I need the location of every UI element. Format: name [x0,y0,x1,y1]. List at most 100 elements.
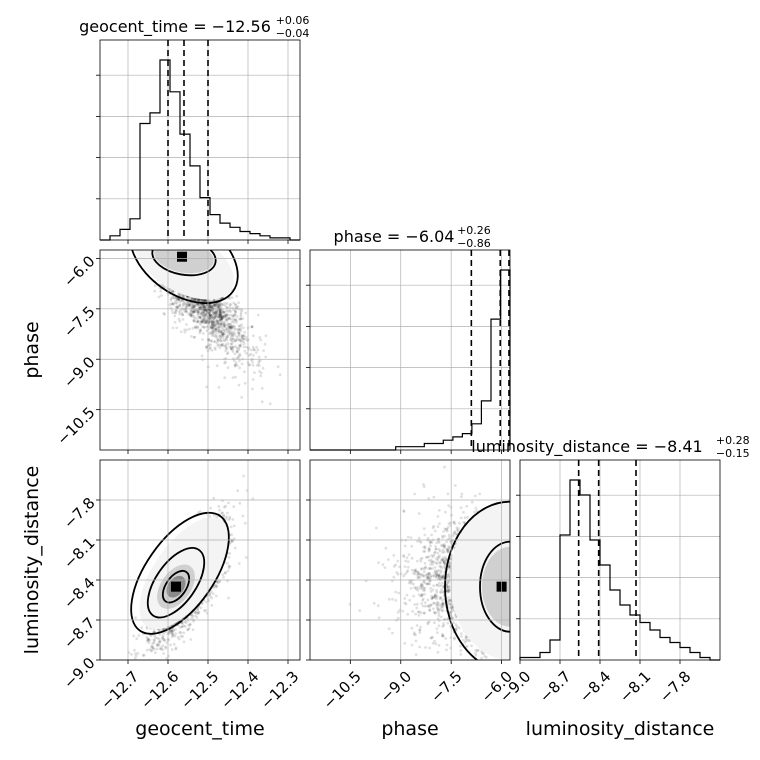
scatter-point [235,346,239,350]
scatter-point [226,569,230,573]
scatter-point [228,564,232,568]
scatter-point [194,310,198,314]
scatter-point [227,596,230,600]
scatter-point [437,644,441,647]
scatter-point [227,324,230,328]
scatter-point [202,305,206,309]
scatter-point [202,326,206,329]
scatter-point [171,290,175,294]
scatter-point [225,314,229,317]
scatter-point [228,331,232,335]
scatter-point [204,299,208,302]
scatter-point [235,321,238,324]
scatter-point [207,305,211,309]
scatter-point [237,348,241,351]
scatter-point [198,331,202,335]
scatter-point [372,602,376,605]
scatter-point [176,306,180,310]
scatter-point [236,350,239,353]
scatter-point [219,331,223,334]
scatter-point [201,319,204,323]
scatter-point [222,321,226,325]
scatter-point [233,330,236,334]
scatter-point [228,325,232,329]
scatter-point [223,301,227,305]
scatter-point [233,313,237,316]
scatter-point [215,341,219,345]
scatter-point [185,323,188,326]
scatter-point [224,312,228,316]
scatter-point [213,315,217,319]
scatter-point [226,511,229,515]
scatter-point [218,315,221,319]
scatter-point [212,326,216,329]
scatter-point [228,325,232,329]
scatter-point [226,352,229,356]
scatter-point [202,317,206,321]
scatter-point [251,378,255,381]
scatter-point [209,306,213,309]
scatter-point [224,349,228,353]
scatter-point [229,303,233,306]
scatter-point [193,305,196,309]
scatter-point [174,301,177,305]
scatter-point [205,345,209,348]
scatter-point [135,637,139,641]
scatter-point [259,371,263,375]
scatter-point [221,315,225,319]
scatter-point [218,328,221,332]
scatter-point [212,313,216,316]
scatter-point [214,314,218,318]
scatter-point [234,318,237,322]
scatter-point [199,303,203,307]
scatter-point [178,304,182,307]
scatter-point [196,299,200,302]
scatter-point [205,600,208,604]
scatter-point [214,323,218,327]
scatter-point [480,656,483,660]
scatter-point [221,343,225,347]
scatter-point [233,546,237,550]
scatter-point [232,327,236,331]
scatter-point [215,335,219,339]
scatter-point [213,348,217,351]
scatter-point [229,342,233,346]
scatter-point [193,325,197,329]
scatter-point [208,304,212,307]
scatter-point [170,302,174,305]
scatter-point [194,298,198,301]
scatter-point [220,312,223,316]
scatter-point [258,359,262,363]
scatter-point [239,339,243,343]
scatter-point [233,332,237,336]
scatter-point [199,303,203,307]
scatter-point [220,315,224,319]
scatter-point [200,320,204,324]
scatter-point [169,298,173,302]
scatter-point [155,647,159,651]
scatter-point [208,317,212,321]
scatter-point [207,320,211,324]
scatter-point [212,311,216,315]
scatter-point [213,323,217,327]
scatter-point [217,326,221,330]
scatter-point [207,327,211,330]
scatter-point [213,340,217,344]
scatter-point [238,337,242,341]
scatter-point [156,644,160,647]
scatter-point [211,320,214,324]
scatter-point [184,302,188,306]
scatter-point [251,387,254,391]
scatter-point [221,332,225,336]
scatter-point [418,645,421,649]
scatter-point [161,644,165,647]
scatter-point [177,293,181,297]
scatter-point [197,303,201,306]
scatter-point [231,376,235,379]
scatter-point [218,508,222,512]
scatter-point [132,634,136,638]
scatter-point [216,325,219,329]
scatter-point [200,354,204,358]
scatter-point [259,338,263,342]
scatter-point [237,331,240,335]
